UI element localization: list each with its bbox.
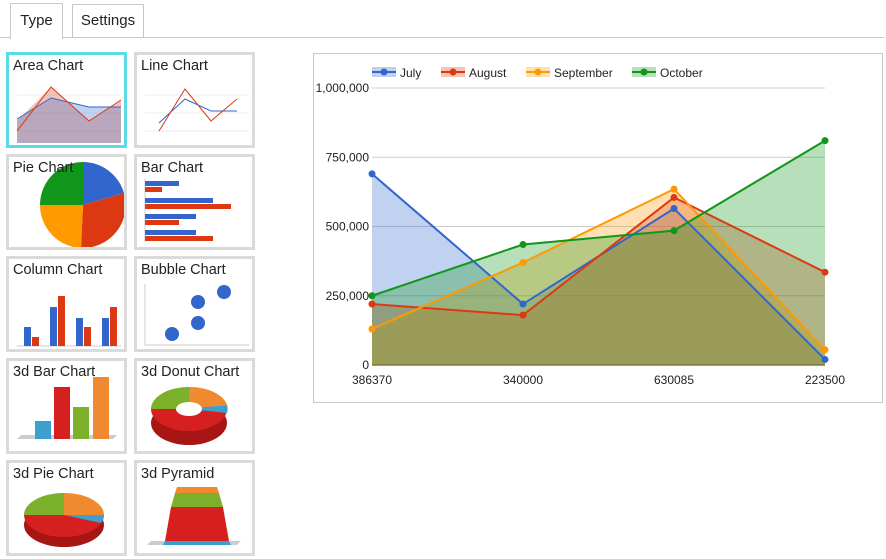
- chart-type-area[interactable]: Area Chart: [6, 52, 127, 148]
- 3d-pyramid-icon: [147, 487, 241, 545]
- area-chart-icon: [16, 86, 122, 143]
- chart-type-label: 3d Donut Chart: [141, 364, 240, 380]
- chart-type-3d-bar[interactable]: 3d Bar Chart: [6, 358, 127, 454]
- area-chart: 0 250,000 500,000 750,000 1,000,000 386370 340…: [316, 66, 846, 387]
- chart-type-bar[interactable]: Bar Chart: [134, 154, 255, 250]
- 3d-donut-chart-icon: [151, 386, 228, 445]
- legend-label-september: September: [554, 66, 613, 80]
- column-chart-icon: [17, 296, 121, 347]
- series-area-july: [372, 173, 825, 365]
- chart-type-label: 3d Pie Chart: [13, 466, 94, 482]
- data-point: [670, 185, 678, 193]
- data-point: [519, 311, 527, 319]
- legend-label-october: October: [660, 66, 703, 80]
- chart-type-column[interactable]: Column Chart: [6, 256, 127, 352]
- chart-type-label: 3d Pyramid: [141, 466, 215, 482]
- y-tick-label: 1,000,000: [316, 81, 370, 95]
- series-area-october: [372, 140, 825, 365]
- legend-marker: [640, 68, 648, 76]
- data-point: [519, 259, 527, 267]
- chart-type-3d-donut[interactable]: 3d Donut Chart: [134, 358, 255, 454]
- data-point: [368, 170, 376, 178]
- series-area-august: [372, 197, 825, 365]
- legend-marker: [534, 68, 542, 76]
- data-point: [821, 268, 829, 276]
- data-point: [821, 355, 829, 363]
- legend-label-august: August: [469, 66, 507, 80]
- chart-type-label: Area Chart: [13, 58, 84, 74]
- 3d-bar-chart-icon: [17, 377, 117, 439]
- y-tick-label: 750,000: [326, 150, 370, 164]
- y-tick-label: 0: [362, 358, 369, 372]
- chart-type-label: Bubble Chart: [141, 262, 226, 278]
- bubble-chart-icon: [144, 284, 249, 346]
- pie-chart-icon: [39, 162, 124, 247]
- tab-bar-divider: [0, 37, 884, 38]
- data-point: [670, 204, 678, 212]
- chart-type-pie[interactable]: Pie Chart: [6, 154, 127, 250]
- chart-type-label: Bar Chart: [141, 160, 204, 176]
- chart-type-3d-pie[interactable]: 3d Pie Chart: [6, 460, 127, 556]
- x-tick-label: 223500: [805, 373, 845, 387]
- series-area-september: [372, 189, 825, 365]
- legend-marker: [449, 68, 457, 76]
- data-point: [821, 346, 829, 354]
- chart-type-3d-pyramid[interactable]: 3d Pyramid: [134, 460, 255, 556]
- data-point: [368, 325, 376, 333]
- y-tick-label: 250,000: [326, 289, 370, 303]
- chart-type-line[interactable]: Line Chart: [134, 52, 255, 148]
- x-tick-label: 340000: [503, 373, 543, 387]
- data-point: [519, 300, 527, 308]
- chart-type-label: Line Chart: [141, 58, 208, 74]
- data-point: [368, 300, 376, 308]
- data-point: [519, 241, 527, 249]
- chart-type-bubble[interactable]: Bubble Chart: [134, 256, 255, 352]
- tab-settings[interactable]: Settings: [72, 4, 144, 37]
- series-line-october: [371, 139, 826, 297]
- chart-type-label: 3d Bar Chart: [13, 364, 96, 380]
- x-tick-label: 386370: [352, 373, 392, 387]
- x-tick-label: 630085: [654, 373, 694, 387]
- bar-chart-icon: [144, 179, 231, 242]
- chart-type-label: Column Chart: [13, 262, 103, 278]
- data-point: [670, 193, 678, 201]
- chart-type-label: Pie Chart: [13, 160, 74, 176]
- tab-type[interactable]: Type: [10, 3, 63, 39]
- line-chart-icon: [145, 88, 249, 132]
- series-line-september: [371, 187, 826, 351]
- chart-preview: 0 250,000 500,000 750,000 1,000,000 386370 340…: [313, 53, 883, 403]
- tab-bar: Type Settings: [0, 0, 886, 39]
- series-line-august: [371, 196, 826, 317]
- data-point: [670, 227, 678, 235]
- y-tick-label: 500,000: [326, 220, 370, 234]
- data-point: [821, 137, 829, 145]
- legend-marker: [380, 68, 388, 76]
- data-point: [368, 292, 376, 300]
- legend-label-july: July: [400, 66, 421, 80]
- 3d-pie-chart-icon: [24, 493, 104, 547]
